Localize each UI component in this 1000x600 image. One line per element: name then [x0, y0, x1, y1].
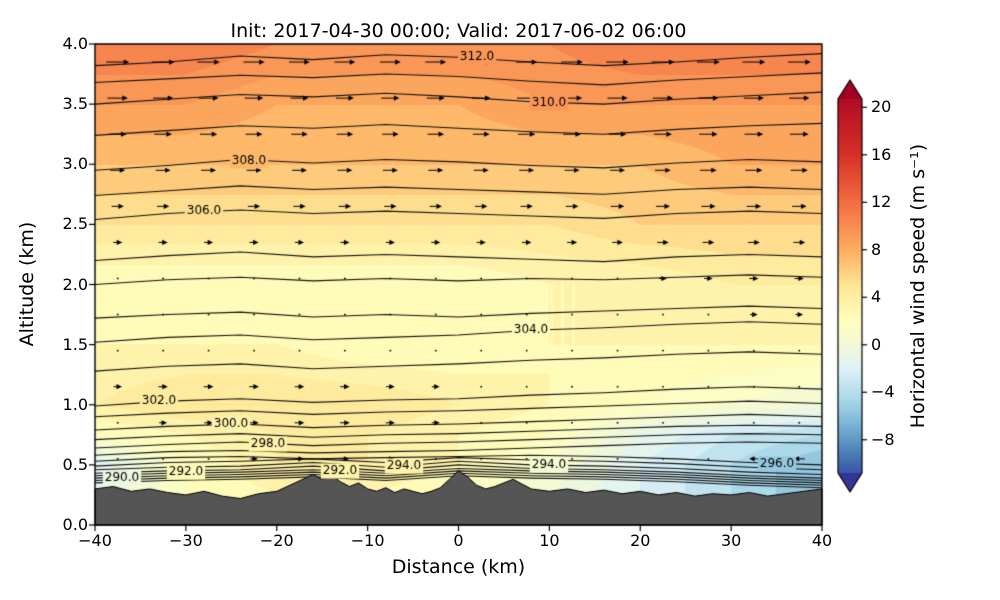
y-tick-label: 1.0 — [62, 394, 88, 414]
colorbar-tick-label: 12 — [871, 192, 892, 212]
plot-title: Init: 2017-04-30 00:00; Valid: 2017-06-0… — [230, 20, 687, 42]
y-tick-label: 3.5 — [62, 94, 88, 114]
colorbar-tick-label: 4 — [871, 287, 882, 307]
x-tick-label: 10 — [539, 531, 560, 550]
x-tick-label: 40 — [811, 531, 833, 550]
x-tick-label: 20 — [630, 531, 651, 550]
y-tick-label: 0.0 — [62, 515, 88, 534]
y-tick-label: 3.0 — [62, 154, 88, 174]
colorbar-tick-label: 0 — [871, 334, 882, 354]
y-axis-label: Altitude (km) — [16, 221, 38, 347]
x-tick-label: −10 — [350, 531, 385, 550]
y-tick-label: 2.5 — [62, 214, 88, 234]
x-axis-label: Distance (km) — [391, 556, 526, 578]
colorbar-tick-label: 16 — [871, 144, 892, 164]
x-tick-label: −20 — [259, 531, 294, 550]
y-tick-label: 0.5 — [62, 454, 88, 474]
colorbar-tick-label: 8 — [871, 239, 882, 259]
x-tick-label: 0 — [453, 531, 464, 550]
colorbar-tick-label: 20 — [871, 97, 892, 117]
x-tick-label: −40 — [78, 531, 112, 550]
x-tick-label: 30 — [720, 531, 742, 550]
y-tick-label: 2.0 — [62, 274, 88, 294]
y-tick-label: 1.5 — [62, 334, 88, 354]
x-tick-label: −30 — [168, 531, 203, 550]
colorbar-tick-label: −8 — [871, 429, 895, 449]
colorbar-tick-label: −4 — [871, 382, 895, 402]
y-tick-label: 4.0 — [62, 34, 88, 53]
